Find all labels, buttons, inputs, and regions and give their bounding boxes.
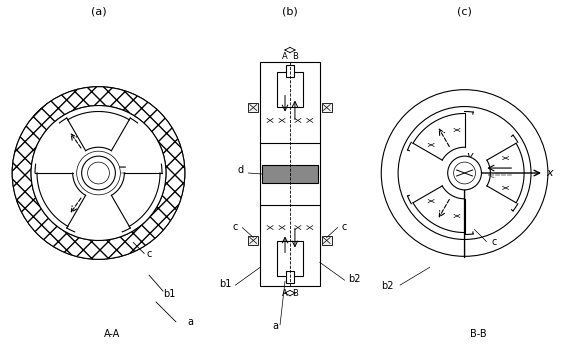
- Text: b2: b2: [348, 274, 360, 284]
- Text: c: c: [233, 222, 238, 231]
- Bar: [277, 242, 303, 276]
- Circle shape: [398, 106, 531, 239]
- Bar: [286, 65, 294, 77]
- Bar: [305, 224, 314, 231]
- Circle shape: [12, 87, 185, 259]
- Circle shape: [31, 105, 166, 240]
- Circle shape: [454, 162, 476, 184]
- Bar: [293, 224, 303, 231]
- Circle shape: [77, 151, 120, 195]
- Text: A: A: [282, 289, 288, 298]
- Bar: [260, 62, 320, 143]
- Text: d: d: [237, 165, 244, 175]
- Bar: [260, 205, 320, 286]
- Bar: [248, 236, 258, 245]
- Bar: [266, 224, 274, 231]
- Text: c: c: [342, 222, 347, 231]
- Text: c: c: [147, 249, 152, 259]
- Circle shape: [81, 156, 115, 190]
- Bar: [286, 271, 294, 283]
- Circle shape: [88, 162, 109, 184]
- Bar: [305, 117, 314, 124]
- Text: B-B: B-B: [469, 329, 486, 339]
- Bar: [50, 177, 60, 184]
- Text: b1: b1: [219, 279, 231, 289]
- Bar: [262, 165, 318, 183]
- Text: b2: b2: [381, 281, 394, 291]
- Text: c: c: [492, 237, 497, 247]
- Text: A-A: A-A: [104, 329, 120, 339]
- Circle shape: [381, 90, 548, 256]
- Text: a: a: [272, 321, 278, 331]
- Text: b1: b1: [163, 289, 175, 299]
- Bar: [248, 103, 258, 112]
- Bar: [427, 142, 435, 148]
- Bar: [321, 236, 332, 245]
- Bar: [79, 128, 88, 135]
- Text: (a): (a): [91, 6, 107, 16]
- Bar: [266, 117, 274, 124]
- Bar: [321, 103, 332, 112]
- Bar: [138, 177, 147, 184]
- Text: B: B: [292, 289, 298, 298]
- Text: A: A: [282, 52, 288, 61]
- Text: (b): (b): [282, 6, 298, 16]
- Bar: [427, 198, 435, 204]
- Bar: [122, 204, 132, 211]
- Text: y: y: [466, 151, 473, 161]
- Bar: [501, 185, 510, 191]
- Bar: [277, 117, 286, 124]
- Text: a: a: [188, 317, 194, 327]
- Bar: [501, 155, 510, 161]
- Bar: [277, 72, 303, 106]
- Bar: [277, 224, 286, 231]
- Text: x: x: [546, 168, 552, 178]
- Text: (c): (c): [457, 6, 472, 16]
- Text: B: B: [292, 52, 298, 61]
- Bar: [293, 117, 303, 124]
- Bar: [453, 127, 461, 133]
- Wedge shape: [12, 87, 185, 259]
- Bar: [65, 204, 75, 211]
- Bar: [109, 128, 119, 135]
- Circle shape: [448, 156, 481, 190]
- Bar: [453, 213, 461, 219]
